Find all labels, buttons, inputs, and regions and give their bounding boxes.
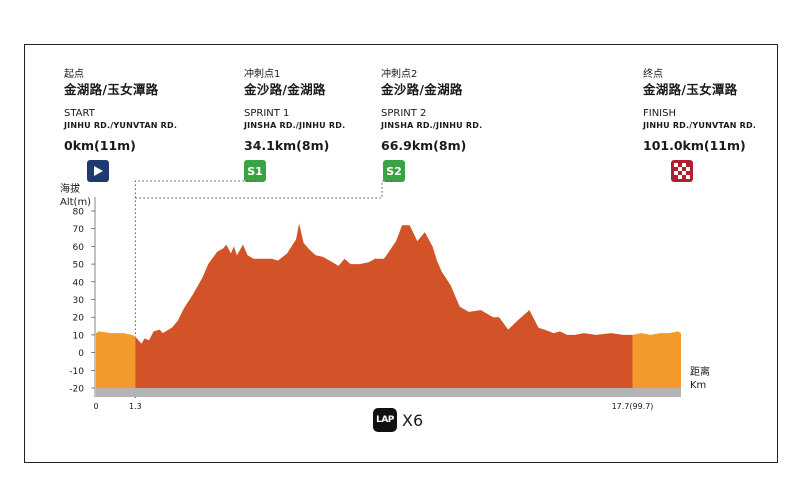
checker-cell (686, 171, 690, 175)
finish-distance: 101.0km(11m) (643, 138, 746, 153)
y-tick-label: -10 (69, 367, 84, 377)
start-zh-road: 金湖路/玉女潭路 (64, 82, 159, 97)
checker-cell (682, 171, 686, 175)
start-marker: 起点 金湖路/玉女潭路 START JINHU RD./YUNVTAN RD. … (64, 68, 214, 154)
finish-zh-road: 金湖路/玉女潭路 (643, 82, 738, 97)
checker-cell (686, 163, 690, 167)
x-tick-label: 17.7(99.7) (612, 402, 654, 411)
sprint1-connector (134, 180, 256, 398)
finish-zh-label: 终点 (643, 69, 663, 80)
y-tick-label: 0 (78, 349, 84, 359)
y-tick-label: 10 (73, 331, 85, 341)
area-circuit (135, 223, 633, 388)
y-tick-label: 60 (73, 243, 85, 253)
y-tick-label: 50 (73, 261, 85, 271)
start-zh-label: 起点 (64, 69, 84, 80)
sprint1-marker: 冲刺点1 金沙路/金湖路 SPRINT 1 JINSHA RD./JINHU R… (244, 68, 394, 154)
x-axis-title-en: Km (690, 380, 707, 391)
sprint1-badge: S1 (244, 160, 266, 182)
checker-cell (682, 175, 686, 179)
x-tick-label: 1.3 (129, 402, 142, 411)
checker-cell (674, 171, 678, 175)
sprint2-marker: 冲刺点2 金沙路/金湖路 SPRINT 2 JINSHA RD./JINHU R… (381, 68, 531, 154)
checker-cell (678, 167, 682, 171)
checker-cell (674, 175, 678, 179)
checker-cell (674, 163, 678, 167)
sprint-connectors (134, 180, 395, 398)
lap-count: X6 (402, 410, 424, 430)
sprint2-en-label: SPRINT 2 (381, 108, 427, 119)
sprint1-distance: 34.1km(8m) (244, 138, 330, 153)
lap-badge: LAP (373, 408, 397, 432)
sprint2-zh-label: 冲刺点2 (381, 69, 418, 80)
start-en-road: JINHU RD./YUNVTAN RD. (64, 121, 178, 130)
y-tick-label: 80 (73, 208, 85, 218)
chart-frame (24, 44, 778, 463)
checker-cell (678, 171, 682, 175)
y-tick-label: 20 (73, 314, 85, 324)
y-tick-label: 40 (73, 278, 85, 288)
sprint1-zh-label: 冲刺点1 (244, 69, 281, 80)
x-axis-title-zh: 距离 (690, 367, 710, 378)
y-tick-label: 30 (73, 296, 85, 306)
sprint2-connector (135, 180, 395, 199)
lap-indicator: LAP X6 (373, 408, 423, 432)
start-distance: 0km(11m) (64, 138, 136, 153)
play-icon (87, 160, 109, 182)
checker-cell (682, 167, 686, 171)
sprint1-en-label: SPRINT 1 (244, 108, 290, 119)
finish-marker: 终点 金湖路/玉女潭路 FINISH JINHU RD./YUNVTAN RD.… (643, 68, 793, 154)
checker-cell (686, 167, 690, 171)
base-band (96, 388, 681, 397)
area-approach-start (96, 331, 136, 388)
start-en-label: START (64, 108, 95, 119)
y-tick-label: -20 (69, 385, 84, 395)
checkered-flag-icon (671, 160, 693, 182)
y-axis-title-en: Alt(m) (60, 197, 92, 208)
area-approach-finish (632, 331, 681, 388)
x-tick-label: 0 (93, 402, 98, 411)
checker-cell (686, 175, 690, 179)
y-axis-title: 海拔 Alt(m) (60, 183, 91, 209)
x-axis-title: 距离 Km (690, 366, 710, 392)
sprint2-zh-road: 金沙路/金湖路 (381, 82, 463, 97)
sprint2-en-road: JINSHA RD./JINHU RD. (381, 121, 483, 130)
checker-cell (678, 175, 682, 179)
sprint2-distance: 66.9km(8m) (381, 138, 467, 153)
sprint2-badge: S2 (383, 160, 405, 182)
finish-en-road: JINHU RD./YUNVTAN RD. (643, 121, 757, 130)
sprint1-zh-road: 金沙路/金湖路 (244, 82, 326, 97)
finish-en-label: FINISH (643, 108, 676, 119)
sprint1-en-road: JINSHA RD./JINHU RD. (244, 121, 346, 130)
checker-cell (674, 167, 678, 171)
checker-cell (682, 163, 686, 167)
y-axis-title-zh: 海拔 (60, 184, 80, 195)
y-tick-label: 70 (73, 225, 85, 235)
checker-cell (678, 163, 682, 167)
